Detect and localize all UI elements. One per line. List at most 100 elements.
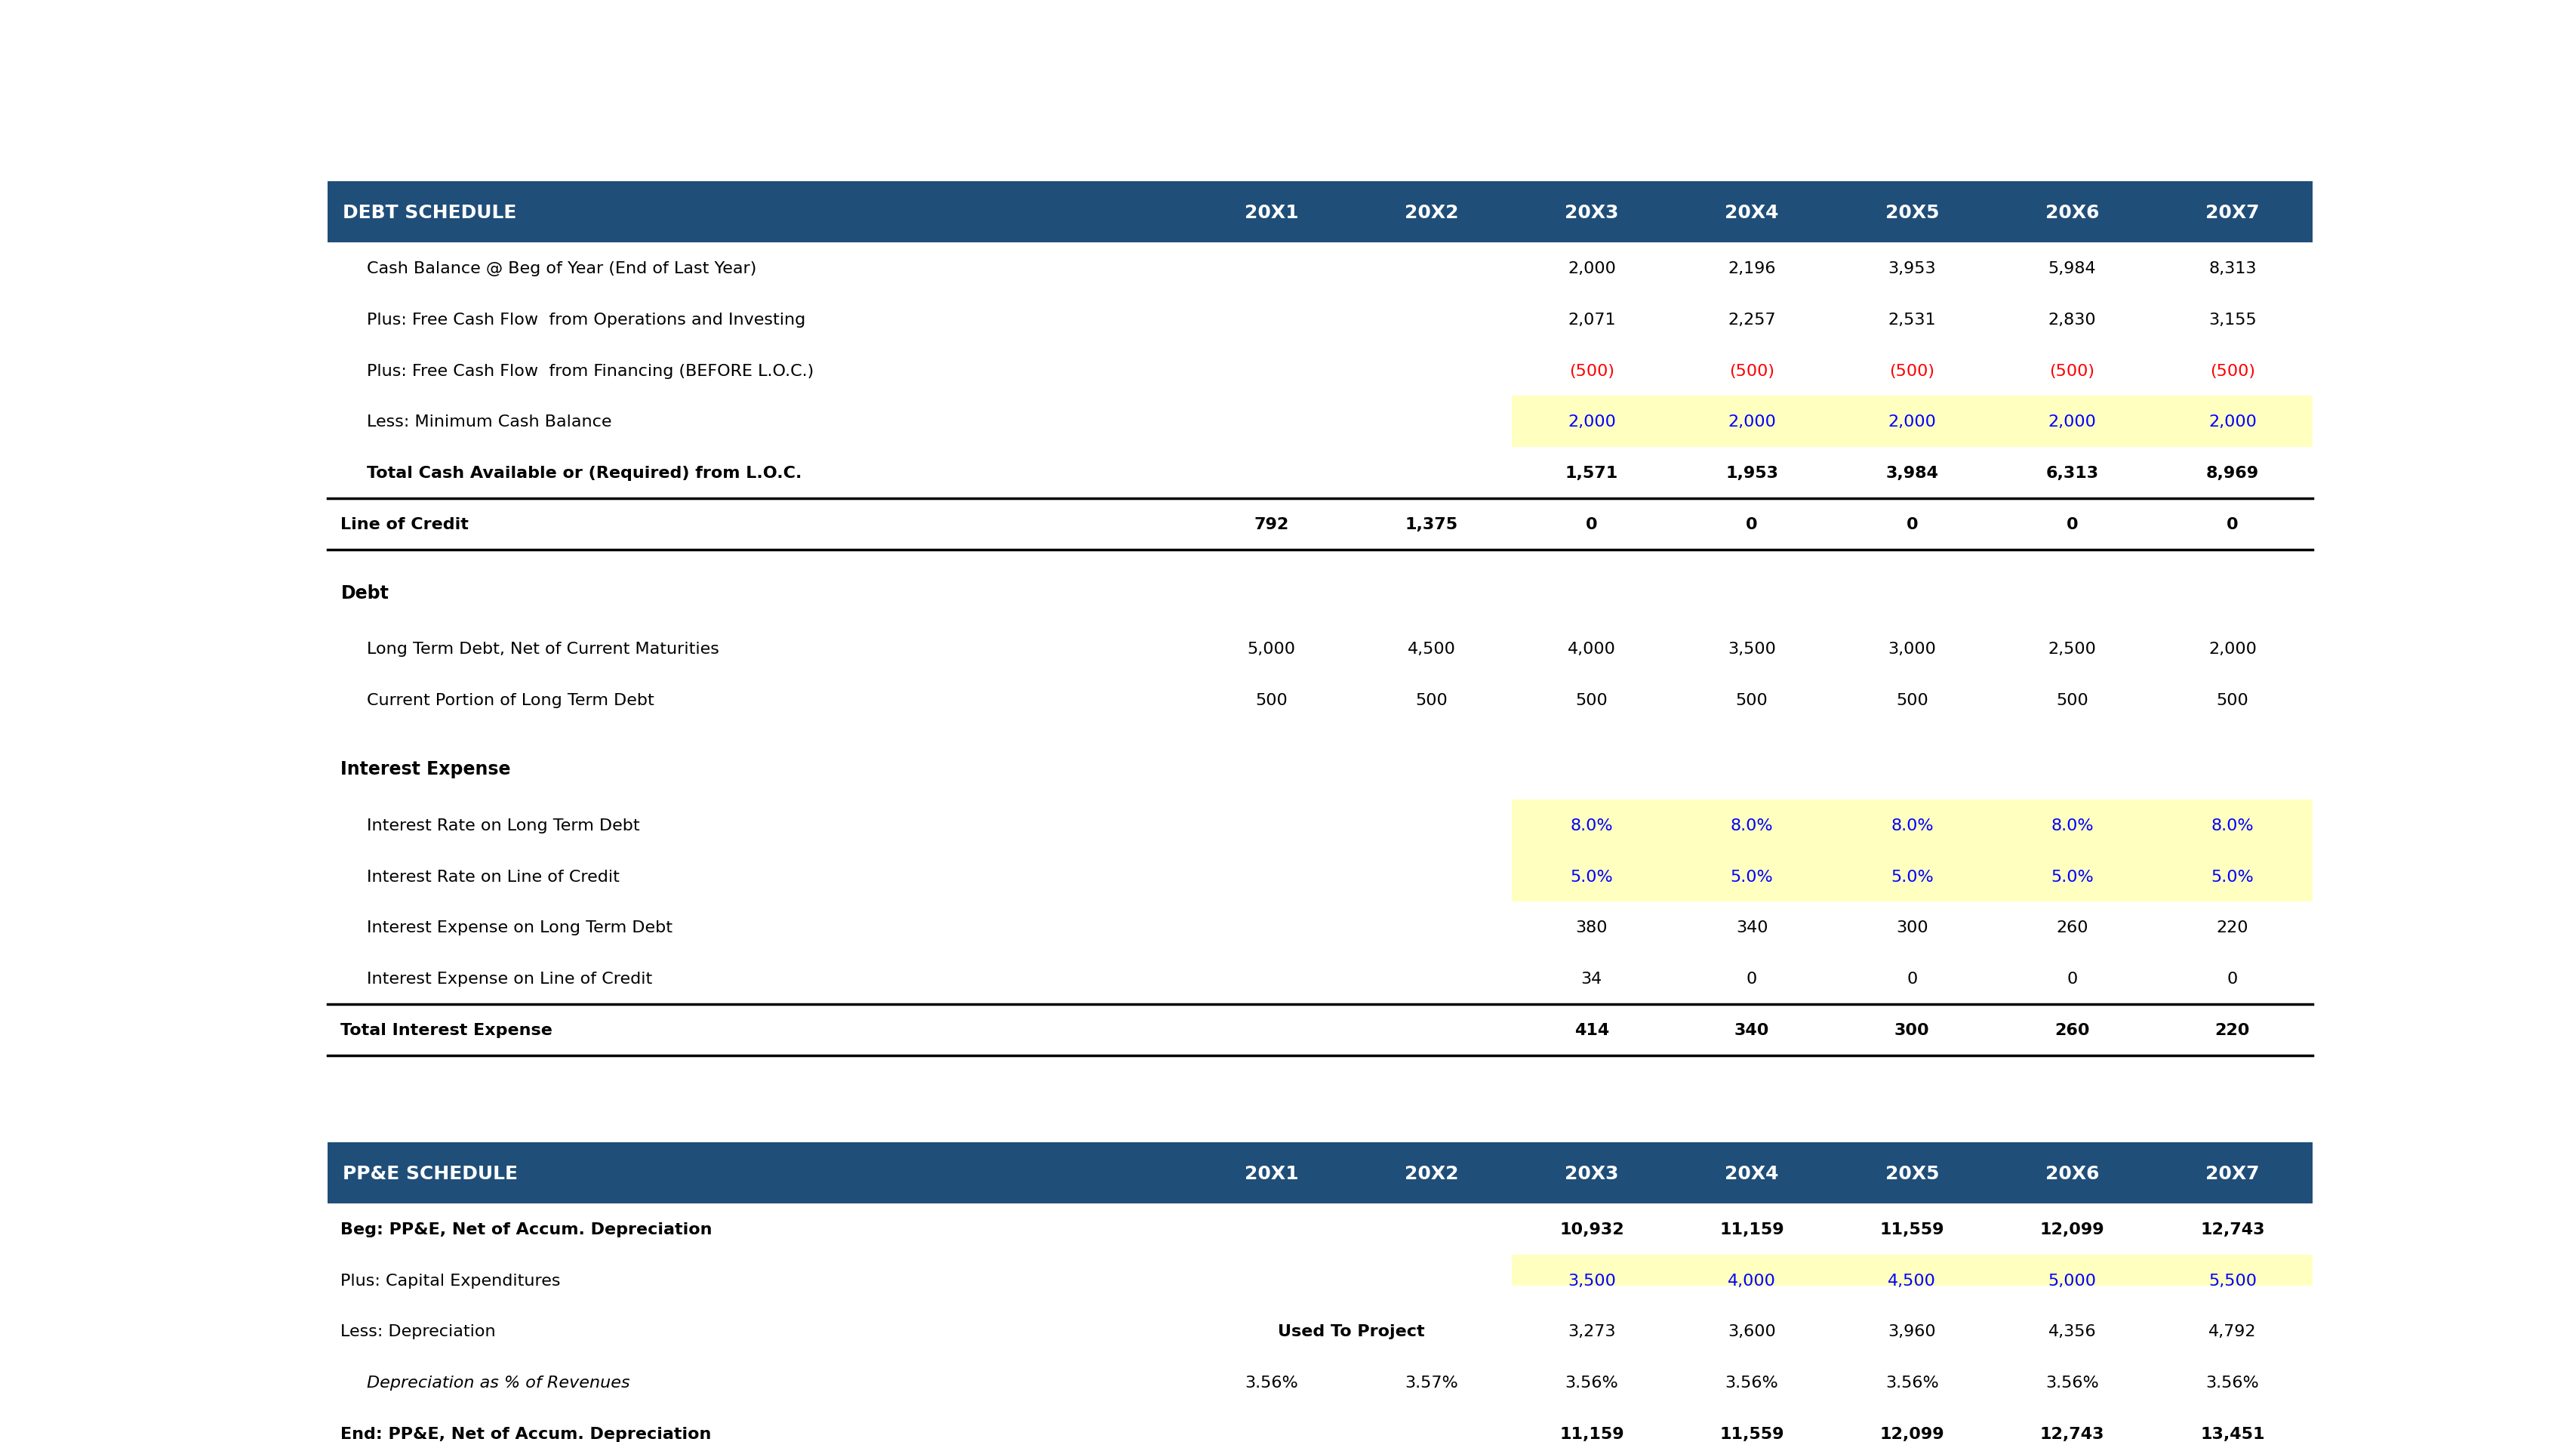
Text: 20X3: 20X3 bbox=[1564, 1165, 1618, 1182]
Text: 3,960: 3,960 bbox=[1888, 1324, 1937, 1340]
Text: 20X5: 20X5 bbox=[1886, 204, 1940, 221]
Text: Less: Minimum Cash Balance: Less: Minimum Cash Balance bbox=[366, 415, 613, 429]
Text: 300: 300 bbox=[1896, 920, 1929, 935]
Text: 500: 500 bbox=[1577, 692, 1607, 708]
Text: (500): (500) bbox=[2210, 363, 2254, 379]
Text: 0: 0 bbox=[1906, 517, 1919, 532]
Text: 0: 0 bbox=[1906, 971, 1917, 987]
Text: 500: 500 bbox=[1736, 692, 1767, 708]
Text: Interest Expense on Line of Credit: Interest Expense on Line of Credit bbox=[366, 971, 652, 987]
Text: 20X4: 20X4 bbox=[1726, 204, 1780, 221]
Text: 2,830: 2,830 bbox=[2048, 312, 2097, 328]
Text: 3,155: 3,155 bbox=[2208, 312, 2257, 328]
Text: 0: 0 bbox=[2226, 517, 2239, 532]
Text: 792: 792 bbox=[1255, 517, 1288, 532]
Text: 2,500: 2,500 bbox=[2048, 642, 2097, 657]
Text: 12,743: 12,743 bbox=[2040, 1426, 2105, 1441]
Text: 0: 0 bbox=[2228, 971, 2239, 987]
Text: 220: 220 bbox=[2215, 920, 2249, 935]
Text: 5.0%: 5.0% bbox=[1571, 868, 1613, 884]
Text: 20X1: 20X1 bbox=[1244, 1165, 1298, 1182]
Text: 2,000: 2,000 bbox=[2048, 415, 2097, 429]
Text: 4,000: 4,000 bbox=[1728, 1273, 1775, 1287]
Text: (500): (500) bbox=[1569, 363, 1615, 379]
Text: 380: 380 bbox=[1577, 920, 1607, 935]
Text: 3,953: 3,953 bbox=[1888, 262, 1937, 276]
Text: Interest Rate on Long Term Debt: Interest Rate on Long Term Debt bbox=[366, 818, 639, 832]
Text: 3.56%: 3.56% bbox=[2205, 1376, 2259, 1390]
Text: Beg: PP&E, Net of Accum. Depreciation: Beg: PP&E, Net of Accum. Depreciation bbox=[340, 1221, 714, 1237]
Text: Depreciation as % of Revenues: Depreciation as % of Revenues bbox=[366, 1376, 631, 1390]
Text: 10,932: 10,932 bbox=[1558, 1221, 1623, 1237]
Text: 0: 0 bbox=[1587, 517, 1597, 532]
Text: Used To Project: Used To Project bbox=[1278, 1324, 1425, 1340]
Text: 0: 0 bbox=[2066, 971, 2079, 987]
Text: Cash Balance @ Beg of Year (End of Last Year): Cash Balance @ Beg of Year (End of Last … bbox=[366, 262, 757, 276]
Text: 3.56%: 3.56% bbox=[1566, 1376, 1618, 1390]
Text: 5,000: 5,000 bbox=[1247, 642, 1296, 657]
Text: 3,500: 3,500 bbox=[1569, 1273, 1615, 1287]
Text: 8,313: 8,313 bbox=[2208, 262, 2257, 276]
Text: 11,159: 11,159 bbox=[1558, 1426, 1623, 1441]
Text: 340: 340 bbox=[1736, 920, 1767, 935]
Text: PP&E SCHEDULE: PP&E SCHEDULE bbox=[343, 1165, 518, 1182]
Text: 4,792: 4,792 bbox=[2208, 1324, 2257, 1340]
Text: 20X7: 20X7 bbox=[2205, 1165, 2259, 1182]
Text: 5.0%: 5.0% bbox=[1731, 868, 1772, 884]
Text: (500): (500) bbox=[1728, 363, 1775, 379]
Text: 6,313: 6,313 bbox=[2045, 465, 2099, 481]
Text: 0: 0 bbox=[1747, 517, 1757, 532]
Text: 4,000: 4,000 bbox=[1569, 642, 1615, 657]
Text: 500: 500 bbox=[2215, 692, 2249, 708]
Text: 4,500: 4,500 bbox=[1888, 1273, 1937, 1287]
Text: 8.0%: 8.0% bbox=[1891, 818, 1935, 832]
Bar bbox=[327, 1143, 2313, 1204]
Text: 8.0%: 8.0% bbox=[2050, 818, 2094, 832]
Text: 20X3: 20X3 bbox=[1564, 204, 1618, 221]
Text: 3.56%: 3.56% bbox=[1726, 1376, 1777, 1390]
Bar bbox=[1512, 799, 2313, 851]
Text: 3.56%: 3.56% bbox=[1244, 1376, 1298, 1390]
Text: 20X2: 20X2 bbox=[1404, 1165, 1458, 1182]
Text: 0: 0 bbox=[1747, 971, 1757, 987]
Text: Interest Rate on Line of Credit: Interest Rate on Line of Credit bbox=[366, 868, 621, 884]
Text: 5.0%: 5.0% bbox=[2210, 868, 2254, 884]
Text: 8.0%: 8.0% bbox=[1731, 818, 1772, 832]
Text: Plus: Capital Expenditures: Plus: Capital Expenditures bbox=[340, 1273, 562, 1287]
Text: 2,071: 2,071 bbox=[1569, 312, 1615, 328]
Text: 11,559: 11,559 bbox=[1721, 1426, 1785, 1441]
Text: 2,531: 2,531 bbox=[1888, 312, 1937, 328]
Text: Less: Depreciation: Less: Depreciation bbox=[340, 1324, 497, 1340]
Text: 260: 260 bbox=[2056, 1022, 2089, 1038]
Text: 2,000: 2,000 bbox=[1888, 415, 1937, 429]
Text: Total Cash Available or (Required) from L.O.C.: Total Cash Available or (Required) from … bbox=[366, 465, 801, 481]
Text: 3.56%: 3.56% bbox=[2045, 1376, 2099, 1390]
Text: 12,743: 12,743 bbox=[2200, 1221, 2264, 1237]
Text: 1,375: 1,375 bbox=[1404, 517, 1458, 532]
Text: 20X2: 20X2 bbox=[1404, 204, 1458, 221]
Text: 2,257: 2,257 bbox=[1728, 312, 1775, 328]
Text: 340: 340 bbox=[1734, 1022, 1770, 1038]
Text: 12,099: 12,099 bbox=[1880, 1426, 1945, 1441]
Text: 20X6: 20X6 bbox=[2045, 1165, 2099, 1182]
Text: DEBT SCHEDULE: DEBT SCHEDULE bbox=[343, 204, 515, 221]
Text: 5,984: 5,984 bbox=[2048, 262, 2097, 276]
Text: 20X7: 20X7 bbox=[2205, 204, 2259, 221]
Text: (500): (500) bbox=[2050, 363, 2094, 379]
Text: 2,196: 2,196 bbox=[1728, 262, 1775, 276]
Text: Line of Credit: Line of Credit bbox=[340, 517, 469, 532]
Text: 4,356: 4,356 bbox=[2048, 1324, 2097, 1340]
Text: 2,000: 2,000 bbox=[1728, 415, 1775, 429]
Text: 8.0%: 8.0% bbox=[2210, 818, 2254, 832]
Text: 8.0%: 8.0% bbox=[1571, 818, 1613, 832]
Text: 3,273: 3,273 bbox=[1569, 1324, 1615, 1340]
Text: Interest Expense on Long Term Debt: Interest Expense on Long Term Debt bbox=[366, 920, 672, 935]
Text: 13,451: 13,451 bbox=[2200, 1426, 2264, 1441]
Text: 5.0%: 5.0% bbox=[1891, 868, 1935, 884]
Text: 20X4: 20X4 bbox=[1726, 1165, 1780, 1182]
Text: 2,000: 2,000 bbox=[1569, 262, 1615, 276]
Text: 4,500: 4,500 bbox=[1406, 642, 1455, 657]
Text: 500: 500 bbox=[1255, 692, 1288, 708]
Text: 3,000: 3,000 bbox=[1888, 642, 1937, 657]
Text: Long Term Debt, Net of Current Maturities: Long Term Debt, Net of Current Maturitie… bbox=[366, 642, 719, 657]
